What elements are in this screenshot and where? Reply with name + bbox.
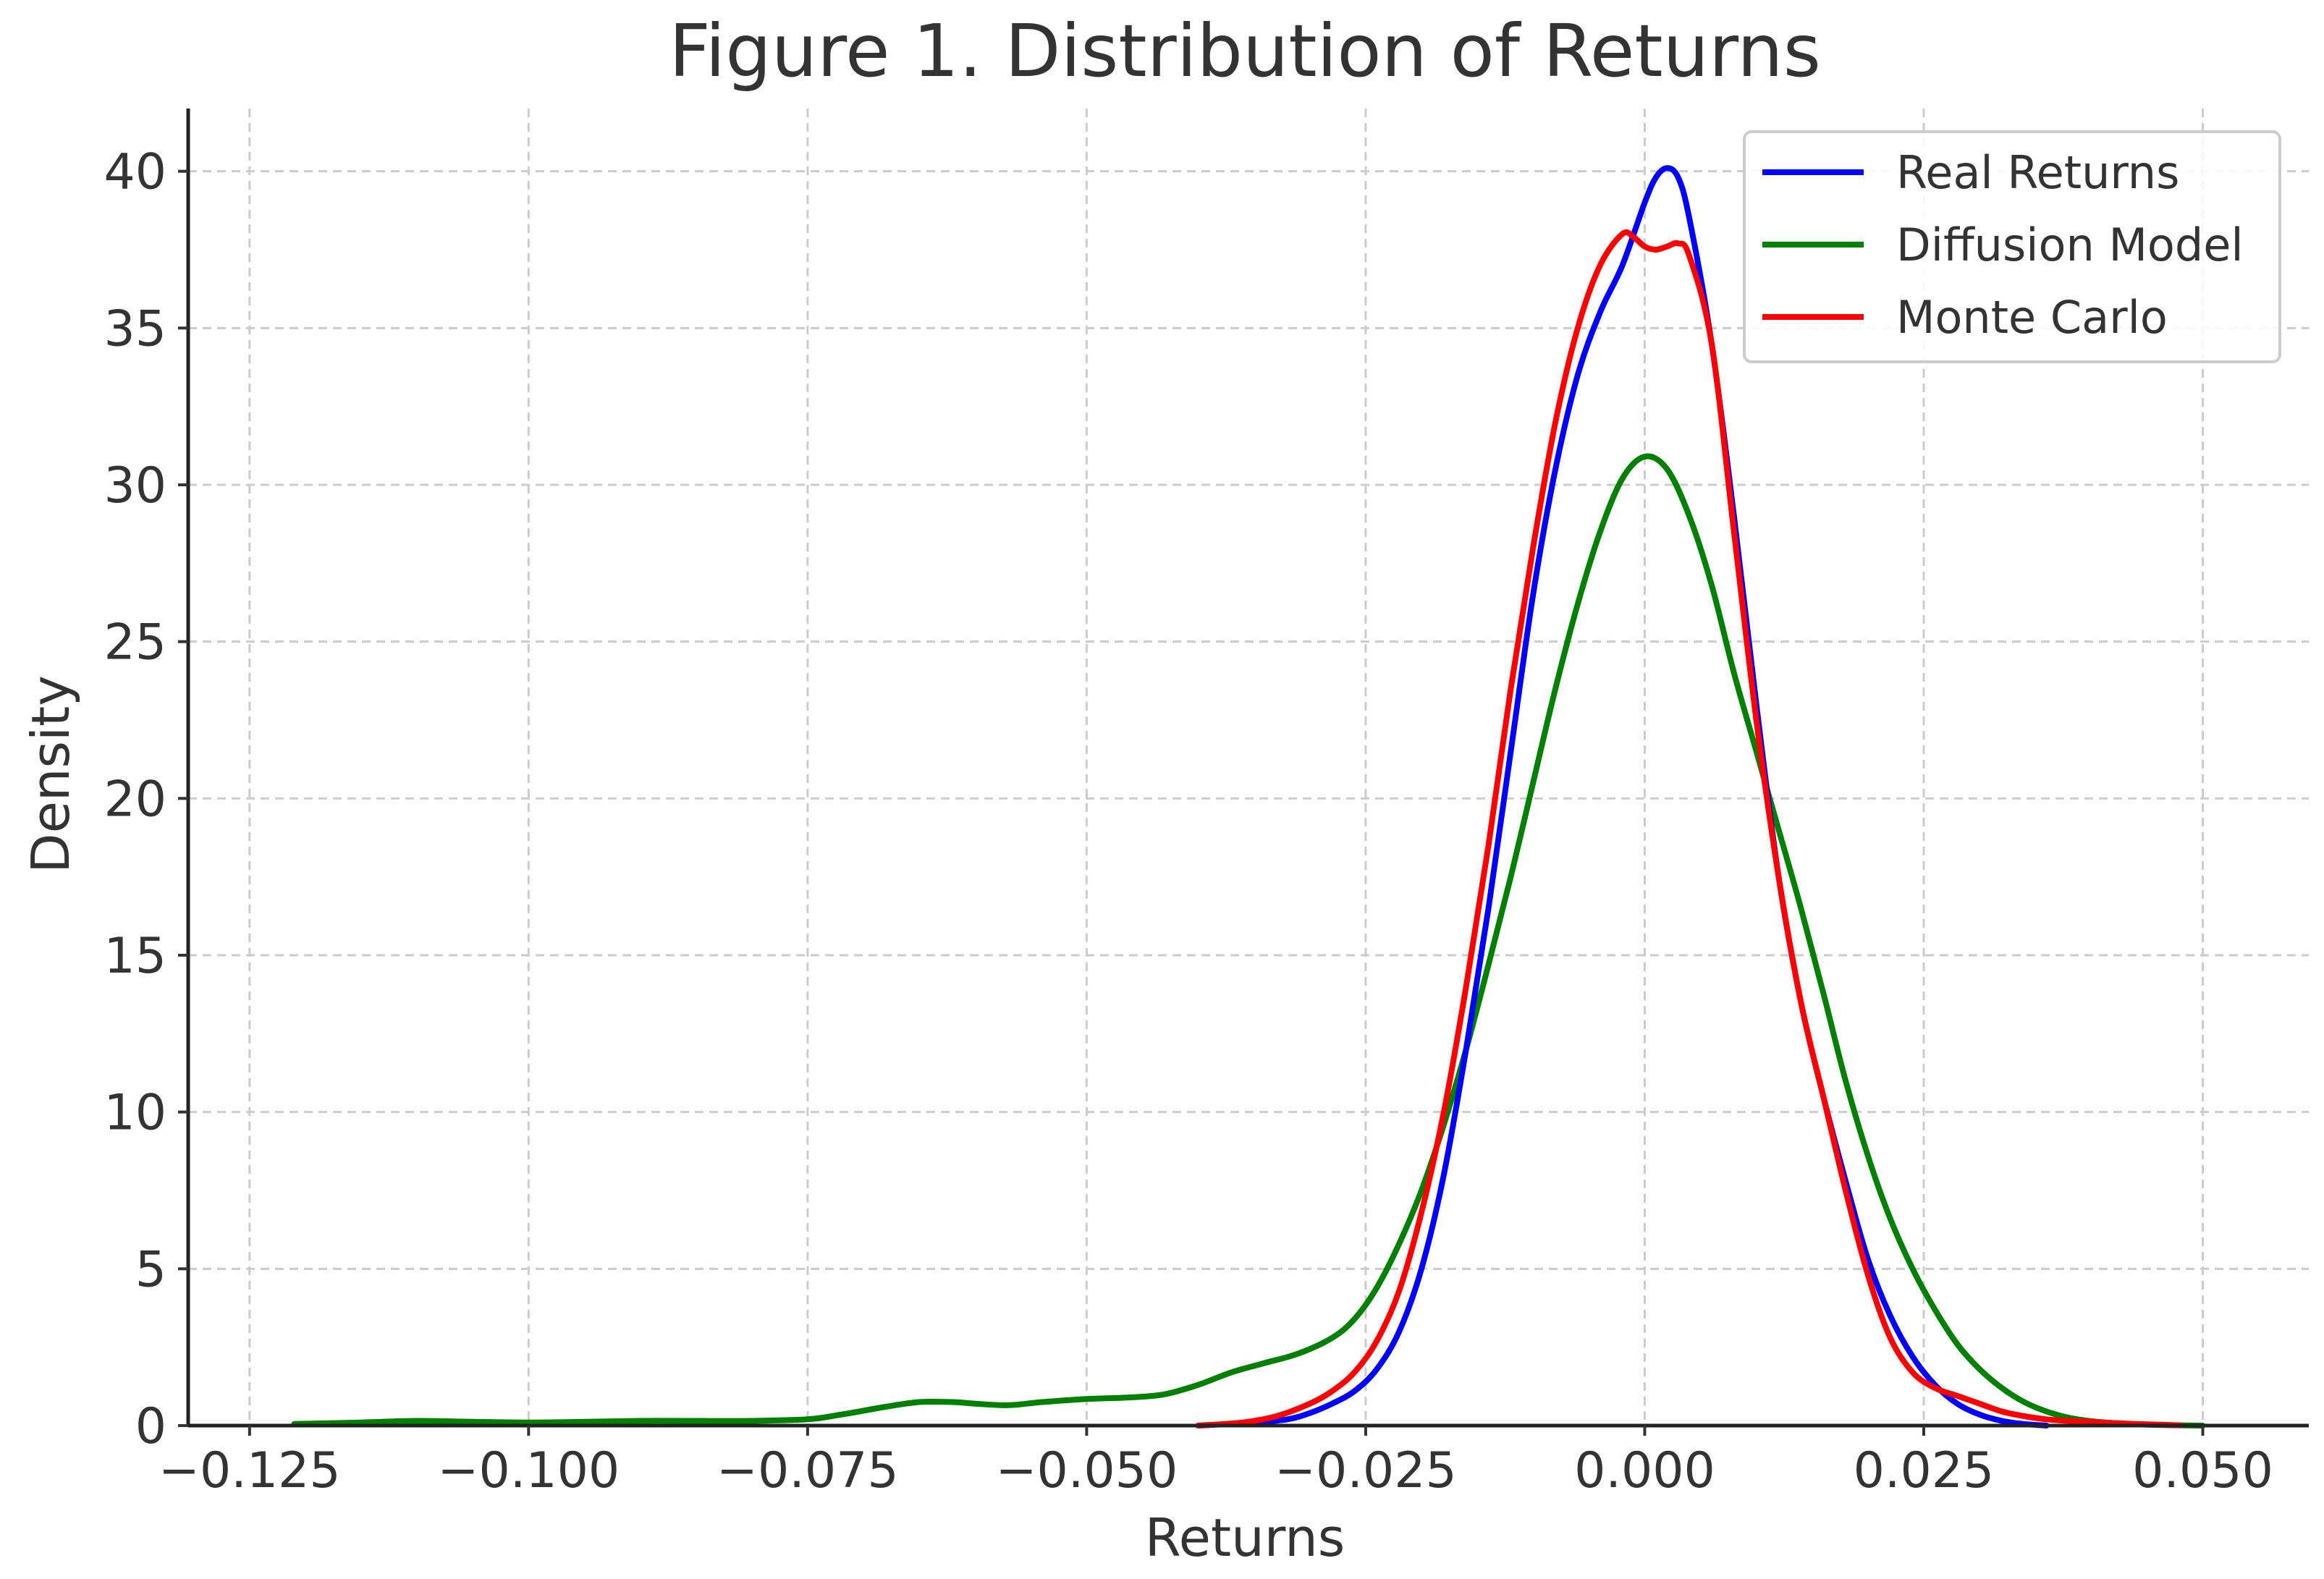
series-line-monte-carlo xyxy=(1195,229,2184,1428)
y-tick-label: 35 xyxy=(103,300,166,357)
legend-label: Real Returns xyxy=(1896,146,2179,199)
x-axis-ticks: −0.125 −0.100 −0.075 −0.050 −0.025 0.000 0.025… xyxy=(159,1426,2273,1499)
series-line-real-returns xyxy=(1195,165,2050,1428)
y-axis-ticks: 0 5 10 15 20 25 30 35 40 xyxy=(103,144,188,1455)
legend-box xyxy=(1743,130,2281,363)
x-tick-label: 0.000 xyxy=(1574,1442,1715,1499)
y-tick-label: 15 xyxy=(103,928,166,985)
x-tick-label: −0.100 xyxy=(438,1442,620,1499)
x-tick-label: −0.075 xyxy=(717,1442,899,1499)
y-tick-label: 5 xyxy=(135,1241,166,1298)
y-tick-label: 0 xyxy=(135,1398,166,1455)
y-axis-label: Density xyxy=(20,675,81,873)
legend: Real Returns Diffusion Model Monte Carlo xyxy=(1743,130,2281,363)
x-axis-label: Returns xyxy=(1145,1507,1345,1568)
x-tick-label: −0.125 xyxy=(159,1442,341,1499)
x-tick-label: −0.050 xyxy=(996,1442,1178,1499)
legend-label: Monte Carlo xyxy=(1896,291,2168,344)
legend-item-real-returns: Real Returns xyxy=(1762,146,2179,199)
series-line-diffusion-model xyxy=(291,453,2206,1428)
y-tick-label: 25 xyxy=(103,614,166,672)
x-tick-label: 0.025 xyxy=(1854,1442,1995,1499)
y-tick-label: 30 xyxy=(103,457,166,515)
y-tick-label: 20 xyxy=(103,771,166,828)
legend-label: Diffusion Model xyxy=(1896,219,2244,271)
series-lines xyxy=(291,165,2206,1428)
y-tick-label: 10 xyxy=(103,1085,166,1142)
grid-lines xyxy=(188,109,2309,1427)
chart-title: Figure 1. Distribution of Returns xyxy=(669,9,1821,93)
y-tick-label: 40 xyxy=(103,144,166,201)
x-tick-label: 0.050 xyxy=(2132,1442,2273,1499)
legend-item-diffusion-model: Diffusion Model xyxy=(1762,219,2244,271)
x-tick-label: −0.025 xyxy=(1275,1442,1457,1499)
legend-item-monte-carlo: Monte Carlo xyxy=(1762,291,2168,344)
